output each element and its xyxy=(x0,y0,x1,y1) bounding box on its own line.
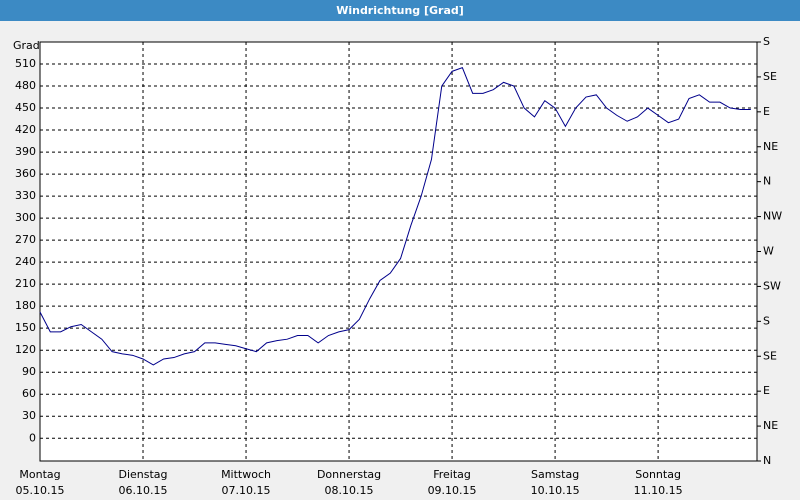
y2-tick-label: NW xyxy=(763,210,782,223)
title-bar xyxy=(0,0,800,21)
y-tick-label: 180 xyxy=(15,299,36,312)
x-tick-date: 05.10.15 xyxy=(16,484,65,497)
y-tick-label: 150 xyxy=(15,321,36,334)
plot-area xyxy=(39,41,758,462)
x-tick-day: Freitag xyxy=(433,468,471,481)
y2-tick-label: N xyxy=(763,175,771,188)
x-tick-date: 08.10.15 xyxy=(325,484,374,497)
x-tick-date: 11.10.15 xyxy=(634,484,683,497)
x-tick-day: Samstag xyxy=(531,468,579,481)
y2-tick-label: SE xyxy=(763,349,777,362)
y-tick-label: 30 xyxy=(22,409,36,422)
y-tick-label: 360 xyxy=(15,167,36,180)
y-tick-label: 390 xyxy=(15,145,36,158)
y2-tick-label: NE xyxy=(763,419,778,432)
y-tick-label: 60 xyxy=(22,387,36,400)
y-tick-label: 420 xyxy=(15,123,36,136)
x-tick-date: 06.10.15 xyxy=(119,484,168,497)
y2-tick-label: SE xyxy=(763,70,777,83)
y-tick-label: 240 xyxy=(15,255,36,268)
y-tick-label: 450 xyxy=(15,101,36,114)
y2-tick-label: NE xyxy=(763,140,778,153)
y-axis-title: Grad xyxy=(13,39,40,52)
y2-tick-label: SW xyxy=(763,279,781,292)
y-tick-label: 0 xyxy=(29,431,36,444)
x-tick-date: 09.10.15 xyxy=(428,484,477,497)
y-tick-label: 210 xyxy=(15,277,36,290)
y2-tick-label: E xyxy=(763,105,770,118)
y2-tick-label: N xyxy=(763,454,771,467)
y2-tick-label: E xyxy=(763,384,770,397)
y2-tick-label: S xyxy=(763,314,770,327)
y-tick-label: 480 xyxy=(15,79,36,92)
x-tick-date: 10.10.15 xyxy=(531,484,580,497)
x-tick-day: Sonntag xyxy=(635,468,681,481)
y-tick-label: 90 xyxy=(22,365,36,378)
data-line xyxy=(39,67,751,366)
chart-title: Windrichtung [Grad] xyxy=(336,4,464,17)
y-tick-label: 300 xyxy=(15,211,36,224)
x-tick-day: Dienstag xyxy=(118,468,167,481)
y2-tick-label: S xyxy=(763,35,770,48)
x-tick-day: Donnerstag xyxy=(317,468,381,481)
y-tick-label: 270 xyxy=(15,233,36,246)
y2-tick-label: W xyxy=(763,245,774,258)
x-tick-day: Montag xyxy=(19,468,60,481)
y-tick-label: 330 xyxy=(15,189,36,202)
y-tick-label: 510 xyxy=(15,57,36,70)
y-tick-label: 120 xyxy=(15,343,36,356)
x-tick-day: Mittwoch xyxy=(221,468,271,481)
x-tick-date: 07.10.15 xyxy=(222,484,271,497)
